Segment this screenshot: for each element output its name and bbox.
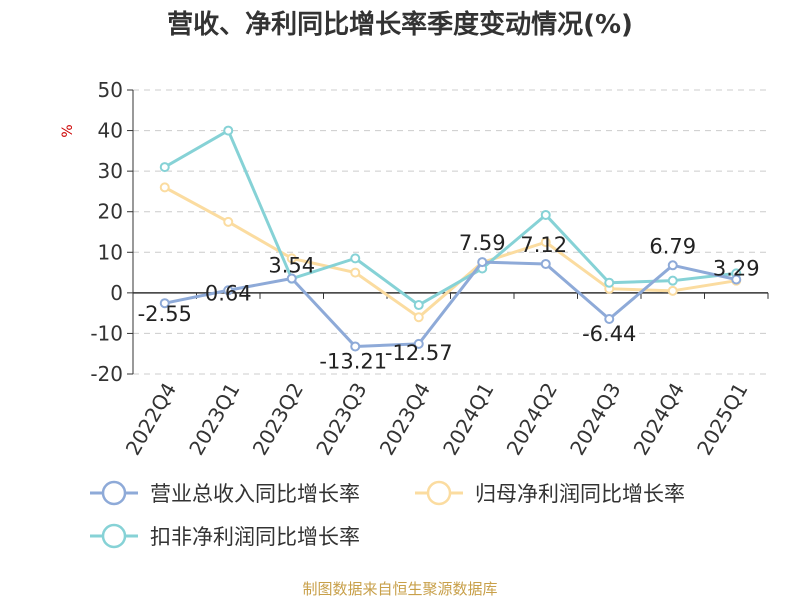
y-tick-label: -10	[90, 321, 123, 345]
y-tick-label: 10	[98, 240, 123, 264]
x-tick-label: 2024Q2	[502, 379, 562, 460]
x-tick-label: 2023Q4	[375, 379, 435, 460]
data-point	[604, 313, 615, 324]
legend-marker	[101, 480, 127, 506]
data-point	[223, 216, 234, 227]
data-point	[223, 285, 234, 296]
data-label: 3.29	[713, 257, 760, 281]
data-label: 0.64	[205, 281, 252, 305]
data-label: -6.44	[582, 322, 636, 346]
x-tick-label: 2024Q3	[565, 379, 625, 460]
x-tick-labels: 2022Q4 2023Q1 2023Q2 2023Q3 2023Q4 2024Q1 2024…	[121, 379, 753, 460]
data-point	[667, 275, 678, 286]
data-point	[413, 338, 424, 349]
series-group	[159, 125, 742, 352]
legend-label: 扣非净利润同比增长率	[150, 525, 360, 549]
legend-marker	[426, 480, 452, 506]
data-point	[667, 260, 678, 271]
data-point	[413, 312, 424, 323]
x-tick-label: 2024Q4	[629, 379, 689, 460]
data-label: -2.55	[138, 302, 192, 326]
data-point	[667, 285, 678, 296]
series-line	[164, 129, 737, 307]
data-point	[604, 277, 615, 288]
data-point	[286, 273, 297, 284]
source-note: 制图数据来自恒生聚源数据库	[302, 580, 497, 598]
data-point	[350, 267, 361, 278]
data-point	[731, 274, 742, 285]
data-label: 7.59	[459, 231, 506, 255]
data-point	[223, 125, 234, 136]
chart-title: 营收、净利同比增长率季度变动情况(%)	[167, 9, 633, 40]
data-point	[159, 298, 170, 309]
data-point	[350, 253, 361, 264]
x-tick-label: 2023Q2	[248, 379, 308, 460]
data-label: 7.12	[520, 233, 567, 257]
data-label: -13.21	[319, 349, 387, 373]
data-point	[540, 237, 551, 248]
legend-marker	[101, 523, 127, 549]
data-label: -12.57	[385, 341, 453, 365]
y-tick-label: 0	[110, 281, 123, 305]
x-tick-label: 2023Q1	[184, 379, 244, 460]
data-point	[413, 300, 424, 311]
x-tick-label: 2023Q3	[311, 379, 371, 460]
legend-label: 营业总收入同比增长率	[150, 482, 360, 506]
data-labels: -2.55 0.64 3.54 -13.21-12.57 7.59 7.12 -6.44 6.…	[138, 231, 760, 373]
y-tick-label: -20	[90, 362, 123, 386]
y-axis-unit-label: %	[60, 124, 76, 137]
y-tick-label: 50	[98, 78, 123, 102]
data-label: 6.79	[649, 234, 696, 258]
x-tick-label: 2022Q4	[121, 379, 181, 460]
grid-lines	[133, 89, 768, 375]
data-point	[540, 209, 551, 220]
data-point	[159, 162, 170, 173]
data-label: 3.54	[268, 253, 315, 277]
data-point	[159, 182, 170, 193]
x-tick-label: 2024Q1	[438, 379, 498, 460]
data-point	[540, 258, 551, 269]
data-point	[477, 257, 488, 268]
y-tick-label: 20	[98, 200, 123, 224]
series-line	[164, 186, 737, 319]
y-tick-label: 30	[98, 159, 123, 183]
y-tick-label: 40	[98, 119, 123, 143]
data-point	[286, 253, 297, 264]
series-line	[164, 260, 737, 348]
x-tick-label: 2025Q1	[692, 379, 752, 460]
legend-label: 归母净利润同比增长率	[475, 482, 685, 506]
data-point	[350, 341, 361, 352]
y-tick-labels: 50 40 30 20 10 0 -10 -20	[90, 78, 123, 386]
